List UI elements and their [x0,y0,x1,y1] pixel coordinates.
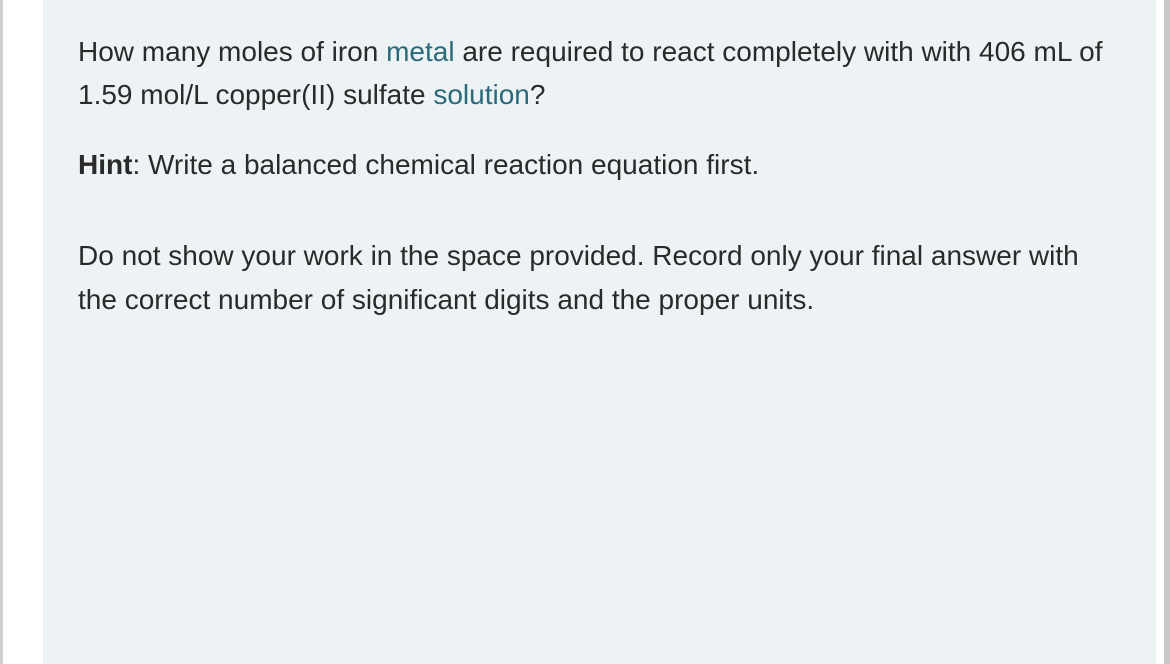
question-part1: How many moles of iron [78,36,386,67]
link-solution[interactable]: solution [433,79,530,110]
hint-body: : Write a balanced chemical reaction equ… [132,149,759,180]
hint-text: Hint: Write a balanced chemical reaction… [78,143,1121,186]
question-part3: ? [530,79,546,110]
instruction-text: Do not show your work in the space provi… [78,234,1121,321]
question-text: How many moles of iron metal are require… [78,30,1121,117]
page-frame: How many moles of iron metal are require… [0,0,1170,664]
question-panel: How many moles of iron metal are require… [43,0,1156,664]
link-metal[interactable]: metal [386,36,454,67]
hint-label: Hint [78,149,132,180]
